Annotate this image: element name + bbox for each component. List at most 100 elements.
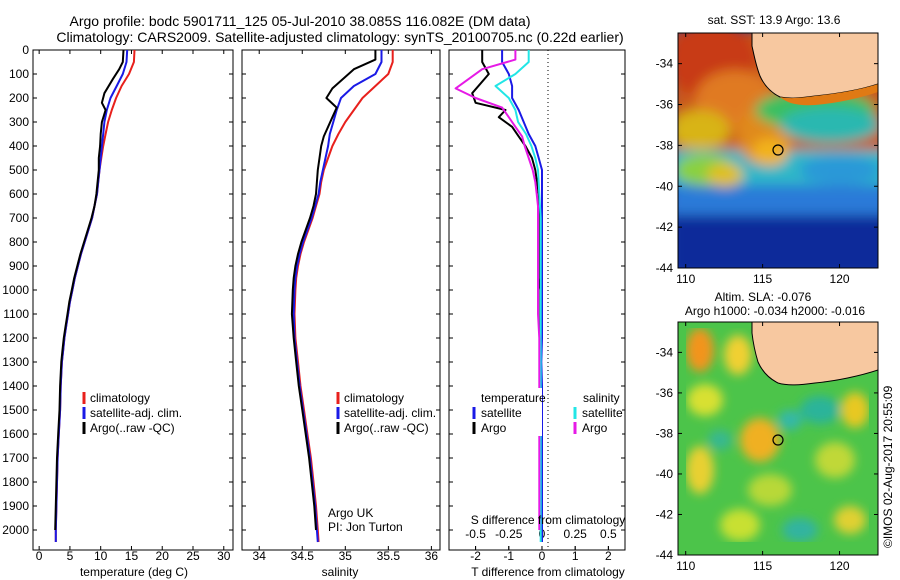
legend-title-salinity: salinity bbox=[583, 391, 620, 405]
temperature-tick-label: 10 bbox=[94, 549, 108, 563]
temperature-tick-label: 20 bbox=[156, 549, 170, 563]
salinity-panel: 34 34.5 35 35.5 36 climatology satellite-adj… bbox=[241, 49, 441, 579]
credit-line1: Argo UK bbox=[328, 506, 373, 520]
salinity-tick-label: 35.5 bbox=[377, 549, 401, 563]
depth-tick-label: 300 bbox=[9, 115, 29, 129]
s-difference-tick-label: -0.5 bbox=[465, 527, 486, 541]
salinity-tick-label: 36 bbox=[425, 549, 439, 563]
lat-tick-label: -36 bbox=[656, 386, 674, 400]
legend-label-t-satellite: satellite bbox=[481, 406, 522, 420]
legend-label-argo: Argo(..raw -QC) bbox=[90, 421, 175, 435]
salinity-axis-label: salinity bbox=[322, 565, 359, 579]
lat-tick-label: -38 bbox=[656, 138, 674, 152]
sst-field bbox=[678, 33, 878, 268]
depth-tick-label: 1900 bbox=[2, 499, 29, 513]
depth-axis-ticks: 0 100 200 300 400 500 600 700 800 900 1000 1100 1200… bbox=[2, 43, 233, 537]
s-difference-tick-label: 0.25 bbox=[564, 527, 588, 541]
figure-title-line1: Argo profile: bodc 5901711_125 05-Jul-20… bbox=[69, 13, 530, 29]
lat-tick-label: -38 bbox=[656, 426, 674, 440]
salinity-plot-frame bbox=[241, 49, 441, 551]
sla-map-title-line2: Argo h1000: -0.034 h2000: -0.016 bbox=[685, 304, 865, 318]
legend-label-climatology: climatology bbox=[344, 391, 404, 405]
depth-tick-label: 1300 bbox=[2, 355, 29, 369]
depth-tick-label: 1100 bbox=[3, 307, 29, 321]
temperature-tick-label: 25 bbox=[186, 549, 200, 563]
depth-tick-label: 800 bbox=[9, 235, 29, 249]
argo-location-marker bbox=[772, 144, 784, 156]
lon-tick-label: 120 bbox=[830, 272, 850, 286]
series-line-argo-raw-qc- bbox=[290, 50, 377, 531]
depth-tick-label: 0 bbox=[22, 43, 29, 57]
s-difference-tick-label: -0.25 bbox=[495, 527, 523, 541]
depth-tick-label: 1800 bbox=[2, 475, 29, 489]
lat-tick-label: -42 bbox=[656, 220, 674, 234]
sla-map-frame bbox=[677, 321, 879, 556]
salinity-series bbox=[290, 50, 394, 543]
imos-stamp: ©IMOS 02-Aug-2017 20:55:09 bbox=[881, 385, 895, 548]
lat-tick-label: -40 bbox=[656, 467, 674, 481]
temperature-tick-label: 0 bbox=[36, 549, 43, 563]
legend-label-t-argo: Argo bbox=[481, 421, 507, 435]
temperature-axis-label: temperature (deg C) bbox=[80, 565, 188, 579]
legend-label-s-satellite: satellite bbox=[582, 406, 623, 420]
sst-land bbox=[751, 33, 878, 99]
lon-tick-label: 110 bbox=[676, 272, 695, 286]
depth-tick-label: 100 bbox=[9, 67, 29, 81]
lon-tick-label: 115 bbox=[753, 559, 772, 573]
depth-tick-label: 1200 bbox=[2, 331, 29, 345]
legend-backdrop-right bbox=[556, 388, 622, 436]
sst-map: sat. SST: 13.9 Argo: 13.6 bbox=[656, 13, 879, 286]
depth-tick-label: 600 bbox=[9, 187, 29, 201]
depth-tick-label: 700 bbox=[9, 211, 29, 225]
depth-tick-label: 2000 bbox=[2, 523, 29, 537]
lon-tick-label: 120 bbox=[830, 559, 850, 573]
sla-land bbox=[751, 322, 878, 386]
temperature-panel: 0100200300400500600700800900100011001200… bbox=[2, 43, 234, 579]
temperature-tick-label: 15 bbox=[125, 549, 139, 563]
lat-tick-label: -40 bbox=[656, 179, 674, 193]
salinity-legend: climatology satellite-adj. clim. Argo(..… bbox=[336, 391, 436, 435]
legend-label-satellite: satellite-adj. clim. bbox=[90, 406, 182, 420]
difference-legend: temperature salinity satellite Argo sate… bbox=[472, 391, 623, 435]
temperature-axis-ticks: 0 5 10 15 20 25 30 bbox=[36, 50, 231, 563]
t-difference-tick-label: 0 bbox=[539, 549, 546, 563]
depth-tick-label: 400 bbox=[9, 139, 29, 153]
series-line-temperature-satellite bbox=[501, 50, 543, 542]
t-difference-tick-label: -2 bbox=[470, 549, 481, 563]
temperature-plot-frame bbox=[32, 49, 234, 551]
lat-tick-label: -34 bbox=[656, 57, 674, 71]
argo-location-marker bbox=[772, 434, 784, 446]
series-line-argo-raw-qc- bbox=[54, 50, 125, 531]
figure-title-line2: Climatology: CARS2009. Satellite-adjuste… bbox=[56, 29, 623, 45]
lat-tick-label: -44 bbox=[656, 261, 674, 275]
t-difference-tick-label: 1 bbox=[572, 549, 579, 563]
s-difference-tick-label: 0.5 bbox=[600, 527, 617, 541]
sla-map: Altim. SLA: -0.076 Argo h1000: -0.034 h2… bbox=[656, 290, 879, 573]
s-difference-axis-label: S difference from climatology bbox=[471, 513, 626, 527]
series-line-salinity-satellite bbox=[494, 50, 542, 542]
sla-map-title-line1: Altim. SLA: -0.076 bbox=[715, 290, 812, 304]
lon-tick-label: 110 bbox=[676, 559, 695, 573]
legend-label-climatology: climatology bbox=[90, 391, 150, 405]
legend-title-temperature: temperature bbox=[481, 391, 546, 405]
t-difference-axis-label: T difference from climatology bbox=[471, 565, 625, 579]
t-difference-tick-label: 2 bbox=[605, 549, 612, 563]
depth-tick-label: 1700 bbox=[2, 451, 29, 465]
depth-tick-label: 1500 bbox=[2, 403, 29, 417]
credit-line2: PI: Jon Turton bbox=[328, 520, 403, 534]
depth-tick-label: 1000 bbox=[2, 283, 29, 297]
lat-tick-label: -44 bbox=[656, 548, 674, 562]
salinity-tick-label: 35 bbox=[339, 549, 353, 563]
legend-label-argo: Argo(..raw -QC) bbox=[344, 421, 429, 435]
sst-coastal-band bbox=[780, 84, 878, 106]
lat-tick-label: -36 bbox=[656, 98, 674, 112]
salinity-depth-tickmarks bbox=[242, 49, 440, 531]
sst-map-frame bbox=[677, 32, 879, 269]
depth-tick-label: 1600 bbox=[2, 427, 29, 441]
lat-tick-label: -42 bbox=[656, 507, 674, 521]
temperature-tick-label: 30 bbox=[217, 549, 231, 563]
legend-label-s-argo: Argo bbox=[582, 421, 608, 435]
difference-panel: -2 -1 0 1 2 -0.5 -0.25 0 0.25 0.5 temperature sa… bbox=[448, 49, 626, 579]
depth-tick-label: 200 bbox=[9, 91, 29, 105]
